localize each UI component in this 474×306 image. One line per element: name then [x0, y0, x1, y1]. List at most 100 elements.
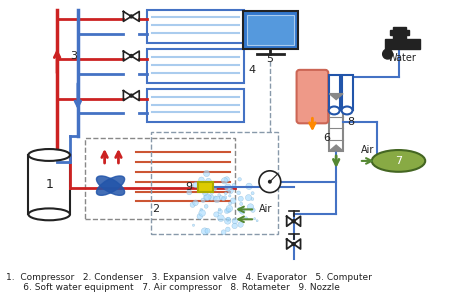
Bar — [329, 94, 343, 151]
Circle shape — [246, 183, 252, 189]
Circle shape — [221, 230, 226, 235]
Ellipse shape — [372, 150, 425, 172]
Bar — [384, 39, 420, 49]
Ellipse shape — [28, 149, 70, 161]
Circle shape — [251, 208, 255, 212]
Circle shape — [259, 171, 281, 192]
Text: 5: 5 — [266, 54, 273, 64]
Circle shape — [240, 202, 243, 205]
Text: 4: 4 — [248, 65, 255, 75]
Circle shape — [210, 192, 213, 195]
Circle shape — [193, 182, 199, 188]
Bar — [390, 30, 410, 35]
Circle shape — [197, 214, 202, 219]
Circle shape — [237, 207, 242, 211]
Circle shape — [226, 205, 233, 212]
Circle shape — [213, 187, 217, 191]
Circle shape — [224, 192, 227, 195]
Circle shape — [205, 194, 211, 200]
Circle shape — [226, 208, 231, 213]
Circle shape — [251, 197, 254, 200]
Text: 8: 8 — [347, 117, 354, 127]
Circle shape — [201, 228, 208, 235]
Circle shape — [230, 198, 236, 203]
Polygon shape — [329, 145, 343, 151]
Circle shape — [187, 190, 191, 195]
Circle shape — [228, 188, 233, 194]
Text: Air: Air — [361, 145, 374, 155]
Circle shape — [226, 227, 230, 232]
Circle shape — [224, 209, 229, 214]
Bar — [147, 89, 244, 122]
Text: 3: 3 — [70, 51, 77, 61]
Circle shape — [209, 195, 214, 200]
Circle shape — [268, 180, 272, 184]
Circle shape — [204, 194, 210, 200]
Circle shape — [228, 202, 232, 205]
Bar — [151, 132, 278, 234]
Circle shape — [214, 196, 218, 200]
Circle shape — [130, 54, 133, 58]
Circle shape — [218, 208, 221, 211]
Circle shape — [238, 196, 243, 201]
Circle shape — [192, 224, 195, 226]
Text: Air: Air — [259, 204, 273, 215]
Circle shape — [224, 218, 231, 224]
Circle shape — [228, 188, 230, 190]
Circle shape — [206, 178, 211, 184]
Circle shape — [251, 192, 254, 195]
Circle shape — [218, 209, 222, 214]
Circle shape — [232, 223, 237, 229]
Circle shape — [208, 196, 211, 199]
Text: Water: Water — [388, 53, 417, 63]
Bar — [247, 15, 293, 45]
Text: 7: 7 — [395, 156, 402, 166]
Circle shape — [238, 177, 241, 181]
Bar — [28, 155, 70, 214]
Circle shape — [130, 15, 133, 18]
Circle shape — [240, 209, 245, 214]
Circle shape — [227, 217, 230, 221]
Circle shape — [232, 183, 236, 187]
Circle shape — [214, 212, 219, 217]
FancyBboxPatch shape — [297, 70, 328, 123]
Circle shape — [201, 198, 205, 203]
Circle shape — [193, 200, 198, 206]
Circle shape — [199, 177, 204, 183]
Circle shape — [218, 215, 224, 222]
Circle shape — [221, 178, 228, 184]
Circle shape — [237, 191, 240, 195]
Circle shape — [205, 228, 210, 233]
Circle shape — [130, 94, 133, 97]
Text: 2: 2 — [152, 204, 159, 215]
Bar — [329, 75, 340, 110]
Circle shape — [246, 195, 252, 201]
Circle shape — [232, 218, 237, 224]
Circle shape — [224, 177, 229, 182]
Bar — [147, 49, 244, 83]
Bar — [243, 12, 298, 49]
Ellipse shape — [96, 176, 125, 195]
Text: 9: 9 — [186, 182, 193, 192]
Ellipse shape — [329, 106, 339, 114]
Circle shape — [383, 49, 392, 59]
Ellipse shape — [96, 176, 125, 195]
Circle shape — [203, 191, 208, 196]
Circle shape — [203, 170, 210, 177]
Ellipse shape — [342, 106, 353, 114]
Circle shape — [254, 218, 255, 220]
Text: 6. Soft water equipment   7. Air compressor   8. Rotameter   9. Nozzle: 6. Soft water equipment 7. Air compresso… — [6, 283, 339, 292]
Circle shape — [199, 210, 205, 216]
Bar — [392, 27, 406, 39]
Circle shape — [292, 243, 295, 245]
Text: 1.  Compressor   2. Condenser   3. Expansion valve   4. Evaporator   5. Computer: 1. Compressor 2. Condenser 3. Expansion … — [6, 273, 372, 282]
Circle shape — [225, 184, 231, 191]
Circle shape — [204, 204, 208, 208]
Bar — [85, 138, 235, 219]
Circle shape — [227, 219, 229, 221]
Polygon shape — [329, 94, 343, 99]
Circle shape — [219, 196, 223, 200]
Circle shape — [238, 222, 243, 227]
Circle shape — [245, 217, 247, 220]
Circle shape — [218, 194, 220, 196]
